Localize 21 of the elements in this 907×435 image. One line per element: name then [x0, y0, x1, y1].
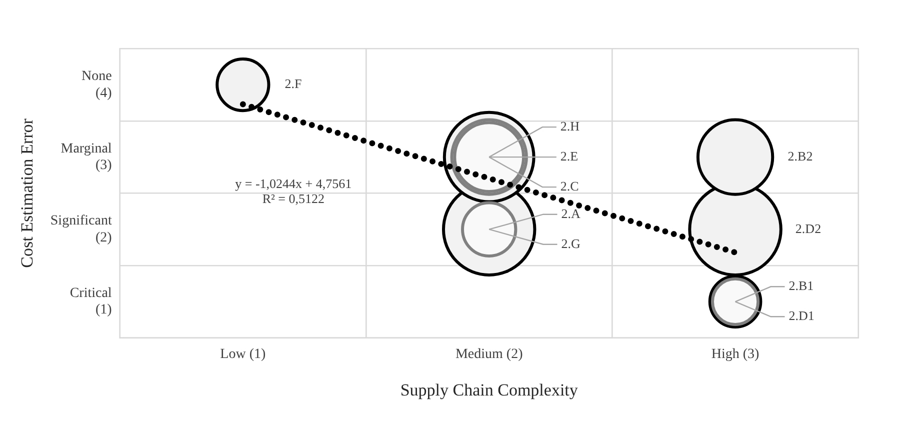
series-label: 2.F: [284, 76, 302, 92]
y-tick-label: None (4): [82, 69, 112, 101]
text: 2.B1: [788, 278, 814, 294]
text: 2.A: [561, 206, 582, 221]
x-axis-title: Supply Chain Complexity: [400, 380, 578, 400]
annotation: y = -1,0244x + 4,7561: [235, 176, 352, 191]
x-tick-label: High (3): [711, 346, 760, 362]
y-tick-label: Significant (2): [50, 214, 112, 246]
text: 2.E: [560, 148, 578, 164]
x-tick-label: Low (1): [220, 346, 266, 362]
y-tick-label: Critical (1): [70, 286, 112, 318]
y-axis-title: Cost Estimation Error: [18, 118, 37, 268]
x-tick-label: Medium (2): [455, 346, 524, 362]
annotation: R² = 0,5122: [262, 190, 324, 206]
series-label: 2.B2: [788, 148, 813, 164]
text: 2.H: [560, 118, 580, 134]
y-tick-label: Marginal (3): [60, 141, 112, 174]
text: 2.C: [560, 178, 579, 194]
series-label: 2.D2: [795, 220, 822, 236]
text: 2.G: [561, 236, 580, 251]
text: 2.D1: [788, 308, 814, 324]
